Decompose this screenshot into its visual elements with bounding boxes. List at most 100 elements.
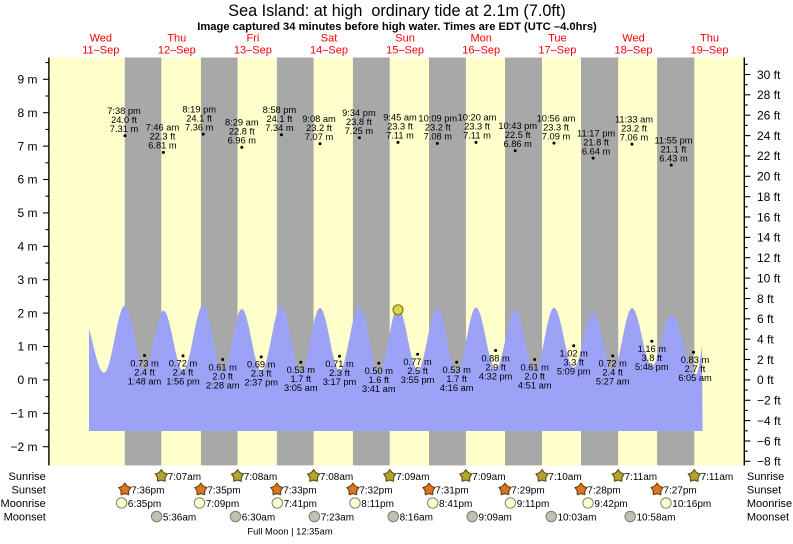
svg-text:22.5 ft: 22.5 ft: [505, 130, 531, 140]
svg-text:1:48 am: 1:48 am: [128, 376, 162, 386]
svg-text:−2 m: −2 m: [10, 440, 37, 454]
svg-text:16 ft: 16 ft: [757, 210, 781, 224]
svg-text:Moonset: Moonset: [4, 511, 46, 523]
svg-text:9:34 pm: 9:34 pm: [342, 108, 376, 118]
svg-text:4:51 am: 4:51 am: [518, 380, 552, 390]
svg-text:0.72 m: 0.72 m: [598, 359, 627, 369]
svg-text:15–Sep: 15–Sep: [386, 44, 424, 56]
svg-text:9 m: 9 m: [17, 73, 37, 87]
svg-text:1:56 pm: 1:56 pm: [166, 377, 200, 387]
svg-text:1.16 m: 1.16 m: [638, 344, 667, 354]
svg-text:11:55 pm: 11:55 pm: [654, 135, 692, 145]
svg-text:24.1 ft: 24.1 ft: [186, 113, 212, 123]
svg-text:7:31pm: 7:31pm: [435, 485, 468, 496]
svg-text:10:56 am: 10:56 am: [537, 113, 576, 123]
svg-text:7:35pm: 7:35pm: [207, 485, 240, 496]
svg-text:23.3 ft: 23.3 ft: [387, 122, 413, 132]
svg-text:12 ft: 12 ft: [757, 251, 781, 265]
svg-text:6.86 m: 6.86 m: [503, 139, 532, 149]
svg-text:5:48 pm: 5:48 pm: [635, 362, 669, 372]
svg-text:−2 ft: −2 ft: [757, 394, 781, 408]
svg-text:0.61 m: 0.61 m: [208, 362, 237, 372]
svg-text:Tue: Tue: [548, 33, 567, 45]
svg-text:3:05 am: 3:05 am: [284, 383, 318, 393]
svg-text:4:16 am: 4:16 am: [440, 383, 474, 393]
svg-text:9:11pm: 9:11pm: [517, 499, 550, 510]
svg-text:7.36 m: 7.36 m: [185, 122, 214, 132]
svg-text:8:16am: 8:16am: [400, 512, 433, 523]
svg-text:6.43 m: 6.43 m: [659, 153, 688, 163]
svg-text:Sunset: Sunset: [12, 484, 46, 496]
svg-text:Thu: Thu: [700, 33, 719, 45]
svg-text:4:32 pm: 4:32 pm: [479, 371, 513, 381]
svg-text:10:58am: 10:58am: [637, 512, 676, 523]
svg-text:7:33pm: 7:33pm: [283, 485, 316, 496]
svg-text:2.4 ft: 2.4 ft: [602, 368, 623, 378]
svg-text:14–Sep: 14–Sep: [310, 44, 348, 56]
svg-text:23.2 ft: 23.2 ft: [425, 123, 451, 133]
svg-text:8 ft: 8 ft: [757, 292, 774, 306]
svg-text:24.0 ft: 24.0 ft: [111, 115, 137, 125]
svg-text:2.4 ft: 2.4 ft: [134, 367, 155, 377]
svg-text:7.06 m: 7.06 m: [620, 132, 649, 142]
svg-text:5:36am: 5:36am: [163, 512, 196, 523]
svg-text:2:37 pm: 2:37 pm: [244, 378, 278, 388]
svg-text:24 ft: 24 ft: [757, 129, 781, 143]
svg-text:3:41 am: 3:41 am: [362, 384, 396, 394]
svg-text:0.53 m: 0.53 m: [442, 365, 471, 375]
svg-text:Sunrise: Sunrise: [747, 471, 784, 483]
svg-text:0.61 m: 0.61 m: [520, 362, 549, 372]
svg-text:7:23am: 7:23am: [321, 512, 354, 523]
svg-text:5:27 am: 5:27 am: [596, 377, 630, 387]
svg-text:2:28 am: 2:28 am: [206, 380, 240, 390]
svg-text:Moonset: Moonset: [747, 511, 789, 523]
svg-text:23.2 ft: 23.2 ft: [306, 123, 332, 133]
svg-text:−8 ft: −8 ft: [757, 455, 781, 469]
svg-text:0.53 m: 0.53 m: [287, 365, 316, 375]
svg-text:7:07am: 7:07am: [168, 472, 201, 483]
svg-text:0.50 m: 0.50 m: [365, 366, 394, 376]
svg-text:Moonrise: Moonrise: [1, 498, 46, 510]
svg-text:7.11 m: 7.11 m: [386, 131, 414, 141]
svg-text:23.3 ft: 23.3 ft: [464, 122, 490, 132]
svg-text:7:11am: 7:11am: [625, 472, 658, 483]
svg-text:Image captured 34 minutes befo: Image captured 34 minutes before high wa…: [197, 21, 597, 33]
svg-text:7.08 m: 7.08 m: [424, 132, 453, 142]
svg-text:14 ft: 14 ft: [757, 231, 781, 245]
svg-text:23.3 ft: 23.3 ft: [543, 122, 569, 132]
svg-text:9:09am: 9:09am: [479, 512, 512, 523]
svg-text:0.83 m: 0.83 m: [681, 355, 710, 365]
svg-text:18–Sep: 18–Sep: [615, 44, 653, 56]
svg-text:2.3 ft: 2.3 ft: [251, 369, 272, 379]
svg-text:7 m: 7 m: [17, 139, 37, 153]
svg-text:0.77 m: 0.77 m: [403, 357, 432, 367]
svg-text:0.71 m: 0.71 m: [325, 359, 354, 369]
svg-text:Fri: Fri: [246, 33, 259, 45]
svg-text:6.81 m: 6.81 m: [148, 141, 177, 151]
svg-text:2 m: 2 m: [17, 306, 37, 320]
svg-text:7:09am: 7:09am: [396, 472, 429, 483]
svg-text:12–Sep: 12–Sep: [158, 44, 196, 56]
svg-text:7:09pm: 7:09pm: [206, 499, 239, 510]
svg-text:Mon: Mon: [470, 33, 491, 45]
svg-text:1.7 ft: 1.7 ft: [446, 374, 467, 384]
svg-text:0 m: 0 m: [17, 373, 37, 387]
svg-text:0 ft: 0 ft: [757, 373, 774, 387]
svg-text:11:17 pm: 11:17 pm: [577, 128, 615, 138]
svg-text:7:10am: 7:10am: [548, 472, 581, 483]
svg-text:2.5 ft: 2.5 ft: [407, 366, 428, 376]
svg-text:5 m: 5 m: [17, 206, 37, 220]
svg-text:24.1 ft: 24.1 ft: [266, 114, 292, 124]
svg-text:13–Sep: 13–Sep: [234, 44, 272, 56]
svg-text:20 ft: 20 ft: [757, 170, 781, 184]
svg-text:−6 ft: −6 ft: [757, 434, 781, 448]
svg-text:8:41pm: 8:41pm: [439, 499, 472, 510]
svg-text:7:27pm: 7:27pm: [663, 485, 696, 496]
svg-text:7:41pm: 7:41pm: [284, 499, 317, 510]
svg-text:7.11 m: 7.11 m: [463, 131, 491, 141]
svg-text:7.07 m: 7.07 m: [305, 132, 334, 142]
svg-text:21.1 ft: 21.1 ft: [661, 144, 687, 154]
svg-text:10:09 pm: 10:09 pm: [418, 114, 457, 124]
svg-text:Wed: Wed: [90, 33, 112, 45]
svg-text:22.3 ft: 22.3 ft: [149, 132, 175, 142]
